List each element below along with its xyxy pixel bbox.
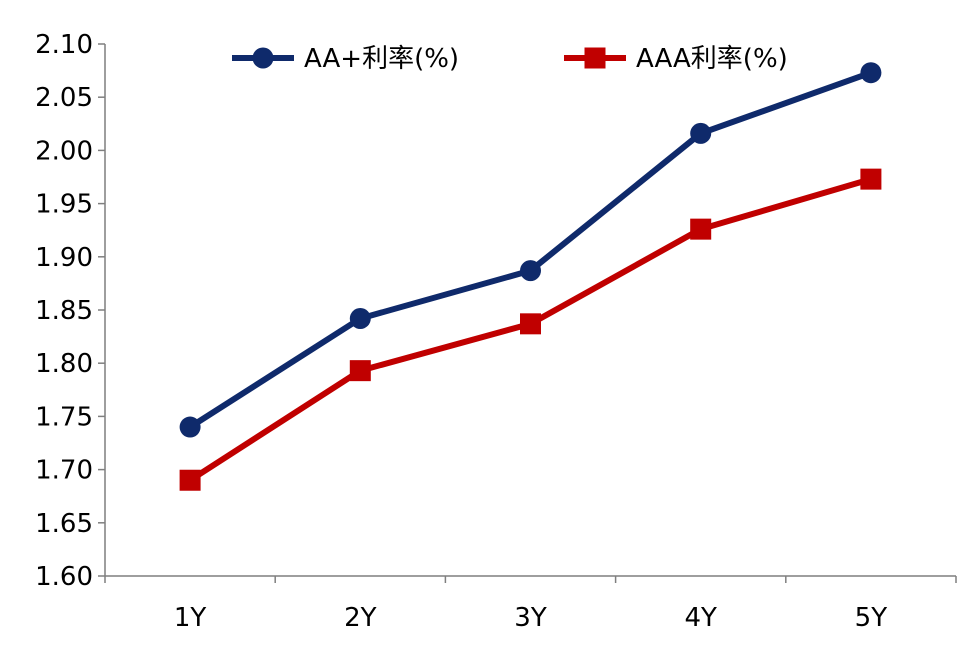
y-tick-label: 1.85: [35, 296, 93, 326]
axes: 1.60 1.65 1.70 1.75 1.80 1.85 1.90 1.95 2.00 2.05…: [35, 30, 957, 633]
y-tick-label: 2.10: [35, 30, 93, 60]
y-tick-label: 1.65: [35, 509, 93, 539]
data-point-circle: [349, 308, 371, 330]
x-tick-label: 4Y: [684, 603, 717, 633]
legend-marker-circle: [252, 47, 274, 69]
data-point-circle: [860, 62, 882, 84]
legend-item-2: AAA利率(%): [564, 44, 788, 74]
x-tick-label: 5Y: [855, 603, 888, 633]
data-point-square: [860, 168, 882, 190]
data-point-circle: [179, 416, 201, 438]
series-line: [188, 69, 872, 430]
y-tick-label: 1.60: [35, 562, 93, 592]
data-point-square: [520, 313, 541, 335]
y-tick-label: 2.05: [35, 83, 93, 113]
legend-label: AAA利率(%): [636, 44, 788, 74]
series-layer: [179, 62, 882, 491]
data-point-circle: [690, 122, 712, 144]
y-tick-label: 1.70: [35, 456, 93, 486]
x-tick-label: 1Y: [174, 603, 207, 633]
data-point-square: [349, 360, 371, 382]
data-point-circle: [520, 260, 541, 282]
y-tick-label: 1.75: [35, 402, 93, 432]
x-tick-label: 2Y: [344, 603, 377, 633]
legend: AA+利率(%) AAA利率(%): [232, 44, 788, 74]
legend-item-1: AA+利率(%): [232, 44, 459, 74]
y-tick-label: 1.95: [35, 190, 93, 220]
y-tick-label: 1.90: [35, 243, 93, 273]
series-1: [179, 62, 882, 438]
y-tick-label: 1.80: [35, 349, 93, 379]
x-tick-label: 3Y: [514, 603, 547, 633]
series-2: [179, 168, 882, 491]
y-tick-label: 2.00: [35, 136, 93, 166]
legend-label: AA+利率(%): [304, 44, 459, 74]
legend-marker-square: [584, 47, 606, 69]
data-point-square: [179, 469, 201, 491]
data-point-square: [690, 218, 712, 240]
